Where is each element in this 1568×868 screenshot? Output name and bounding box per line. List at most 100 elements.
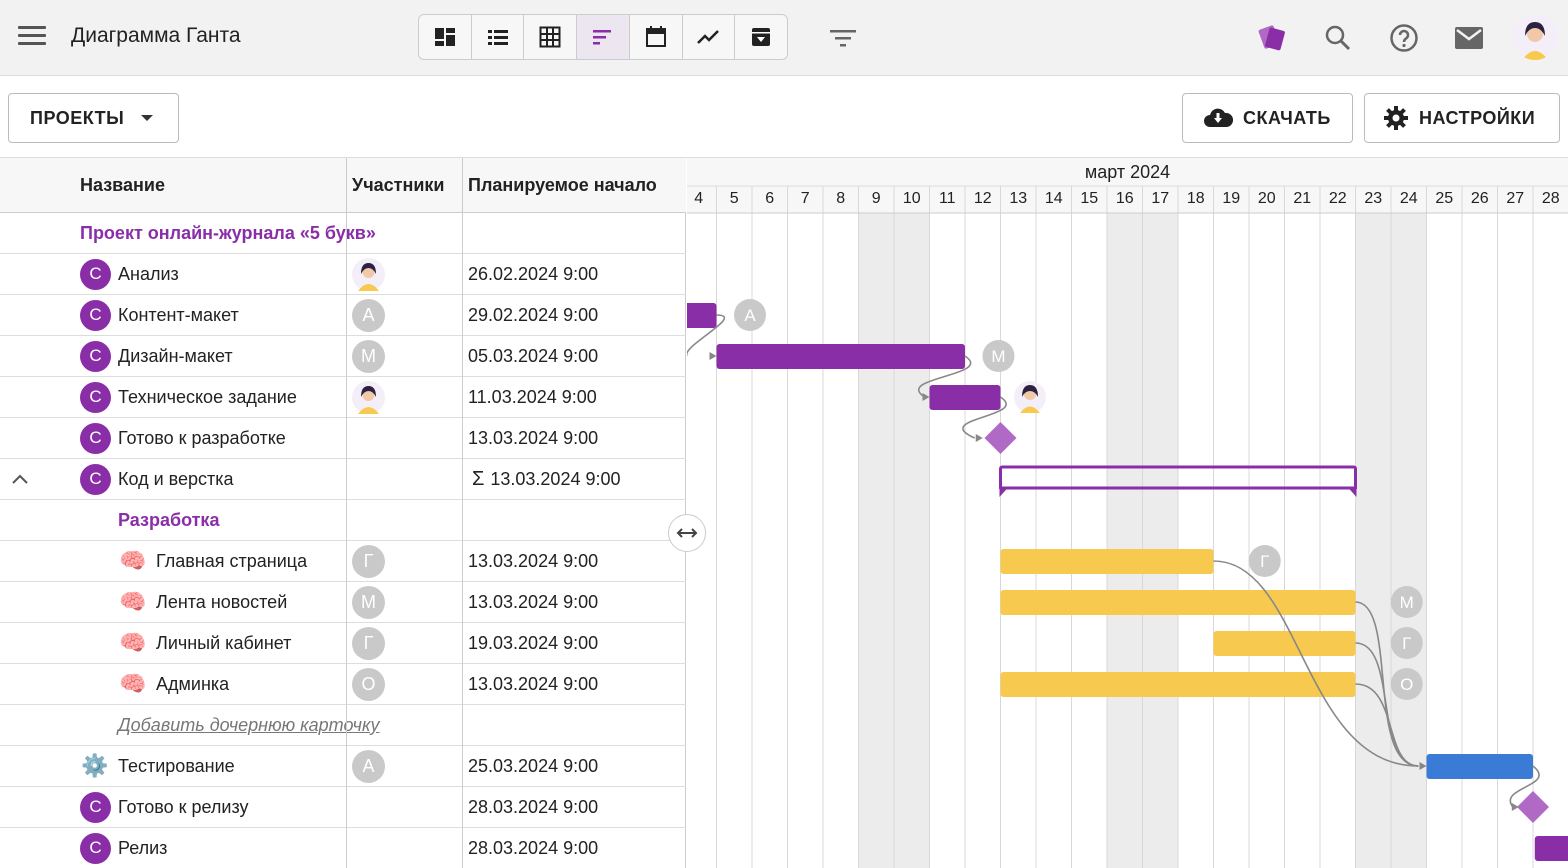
user-avatar[interactable] [1512, 14, 1558, 60]
brain-icon: 🧠 [119, 630, 147, 655]
start-date[interactable]: 05.03.2024 9:00 [468, 345, 599, 366]
gantt-view-button[interactable] [577, 15, 630, 59]
table-row[interactable]: C Контент-макет А 29.02.2024 9:00 [0, 295, 686, 336]
start-date[interactable]: 13.03.2024 9:00 [468, 550, 599, 571]
calendar-view-button[interactable] [630, 15, 683, 59]
summary-bracket-tip [999, 487, 1009, 497]
task-name[interactable]: Лента новостей [156, 591, 288, 612]
start-date-cell: 13.03.2024 9:00 [468, 418, 598, 458]
day-label: 23 [1364, 190, 1383, 207]
column-header-name[interactable]: Название [80, 175, 165, 195]
table-row[interactable]: C Релиз 28.03.2024 9:00 [0, 828, 686, 868]
task-name[interactable]: Главная страница [156, 550, 308, 571]
table-row[interactable]: 🧠 Лента новостей М 13.03.2024 9:00 [0, 582, 686, 623]
day-label: 22 [1328, 190, 1347, 207]
start-date[interactable]: 26.02.2024 9:00 [468, 263, 599, 284]
member-avatar-marker [1020, 406, 1040, 413]
member-avatar[interactable] [352, 380, 385, 414]
gantt-grid: Название Участники Планируемое начало Пр… [0, 157, 1568, 868]
member-avatar[interactable]: А [352, 298, 385, 332]
member-avatar[interactable]: О [352, 667, 385, 701]
column-header-members[interactable]: Участники [352, 175, 445, 195]
table-view-icon [539, 26, 561, 48]
list-view-icon [487, 30, 508, 45]
archive-view-button[interactable] [735, 15, 787, 59]
start-date[interactable]: 25.03.2024 9:00 [468, 755, 599, 776]
projects-dropdown[interactable]: ПРОЕКТЫ [8, 93, 179, 143]
month-label: март 2024 [1084, 162, 1171, 182]
start-date[interactable]: 28.03.2024 9:00 [468, 837, 599, 858]
task-name[interactable]: Контент-макет [118, 304, 239, 325]
task-name-cell: 🧠 Лента новостей [118, 582, 287, 622]
weekend-column [858, 213, 894, 868]
chart-view-button[interactable] [683, 15, 736, 59]
help-button[interactable] [1386, 20, 1422, 56]
member-avatar[interactable]: М [352, 339, 385, 373]
start-date-cell: 13.03.2024 9:00 [468, 582, 598, 622]
member-avatar[interactable]: Г [352, 626, 385, 660]
member-avatar[interactable]: А [352, 749, 385, 783]
task-name[interactable]: Тестирование [118, 755, 235, 776]
member-cell: М [352, 336, 385, 376]
collapse-button[interactable] [10, 459, 30, 499]
task-name[interactable]: Релиз [118, 837, 168, 858]
task-name[interactable]: Готово к релизу [118, 796, 249, 817]
board-view-button[interactable] [419, 15, 472, 59]
project-group-title: Проект онлайн-журнала «5 букв» [80, 222, 376, 243]
member-marker-label: О [1400, 675, 1413, 694]
member-avatar[interactable] [352, 257, 385, 291]
table-row[interactable]: C Техническое задание 11.03.2024 9:00 [0, 377, 686, 418]
search-button[interactable] [1320, 20, 1356, 56]
task-name[interactable]: Код и верстка [118, 468, 234, 489]
task-name-cell: C Готово к релизу [80, 787, 249, 827]
member-marker [734, 299, 766, 331]
start-date[interactable]: 11.03.2024 9:00 [468, 386, 597, 407]
member-avatar[interactable]: Г [352, 544, 385, 578]
start-date[interactable]: 13.03.2024 9:00 [468, 591, 599, 612]
table-row[interactable]: 🧠 Главная страница Г 13.03.2024 9:00 [0, 541, 686, 582]
resize-handle[interactable] [668, 514, 706, 552]
list-view-button[interactable] [472, 15, 525, 59]
start-date[interactable]: 28.03.2024 9:00 [468, 796, 599, 817]
cards-logo-button[interactable] [1254, 20, 1290, 56]
subgroup[interactable]: Разработка [0, 500, 686, 541]
task-name[interactable]: Техническое задание [118, 386, 297, 407]
table-row[interactable]: 🧠 Личный кабинет Г 19.03.2024 9:00 [0, 623, 686, 664]
task-name[interactable]: Админка [156, 673, 230, 694]
filter-button[interactable] [826, 22, 860, 54]
start-date[interactable]: 29.02.2024 9:00 [468, 304, 599, 325]
day-label: 5 [729, 190, 739, 207]
table-header: Название Участники Планируемое начало [0, 158, 686, 213]
mail-button[interactable] [1451, 20, 1487, 56]
table-row[interactable]: C Готово к релизу 28.03.2024 9:00 [0, 787, 686, 828]
weekend-column [1391, 213, 1427, 868]
task-name[interactable]: Личный кабинет [156, 632, 292, 653]
add-child-link[interactable]: Добавить дочернюю карточку [118, 714, 380, 735]
download-button[interactable]: СКАЧАТЬ [1182, 93, 1353, 143]
table-row[interactable]: C Код и верстка Σ 13.03.2024 9:00 [0, 459, 686, 500]
menu-icon[interactable] [18, 26, 46, 48]
table-view-button[interactable] [524, 15, 578, 59]
column-header-start[interactable]: Планируемое начало [468, 175, 657, 195]
table-row[interactable]: C Готово к разработке 13.03.2024 9:00 [0, 418, 686, 459]
start-date[interactable]: 13.03.2024 9:00 [468, 427, 599, 448]
table-row[interactable]: C Анализ 26.02.2024 9:00 [0, 254, 686, 295]
table-row[interactable]: 🧠 Админка О 13.03.2024 9:00 [0, 664, 686, 705]
top-bar: Диаграмма Ганта [0, 0, 1568, 76]
task-bar [929, 385, 1001, 410]
task-name[interactable]: Анализ [118, 263, 179, 284]
start-date[interactable]: 19.03.2024 9:00 [468, 632, 599, 653]
task-name[interactable]: Готово к разработке [118, 427, 286, 448]
project-group[interactable]: Проект онлайн-журнала «5 букв» [0, 213, 686, 254]
member-avatar[interactable]: М [352, 585, 385, 619]
task-name-cell: 🧠 Главная страница [118, 541, 307, 581]
start-date[interactable]: 13.03.2024 9:00 [490, 468, 621, 489]
task-name[interactable]: Дизайн-макет [118, 345, 233, 366]
card-type-badge: C [80, 340, 111, 372]
table-row[interactable]: C Дизайн-макет М 05.03.2024 9:00 [0, 336, 686, 377]
table-row[interactable]: ⚙️ Тестирование А 25.03.2024 9:00 [0, 746, 686, 787]
settings-button[interactable]: НАСТРОЙКИ [1364, 93, 1560, 143]
dependency-arrow [975, 434, 983, 442]
brain-icon: 🧠 [119, 589, 147, 614]
start-date[interactable]: 13.03.2024 9:00 [468, 673, 599, 694]
